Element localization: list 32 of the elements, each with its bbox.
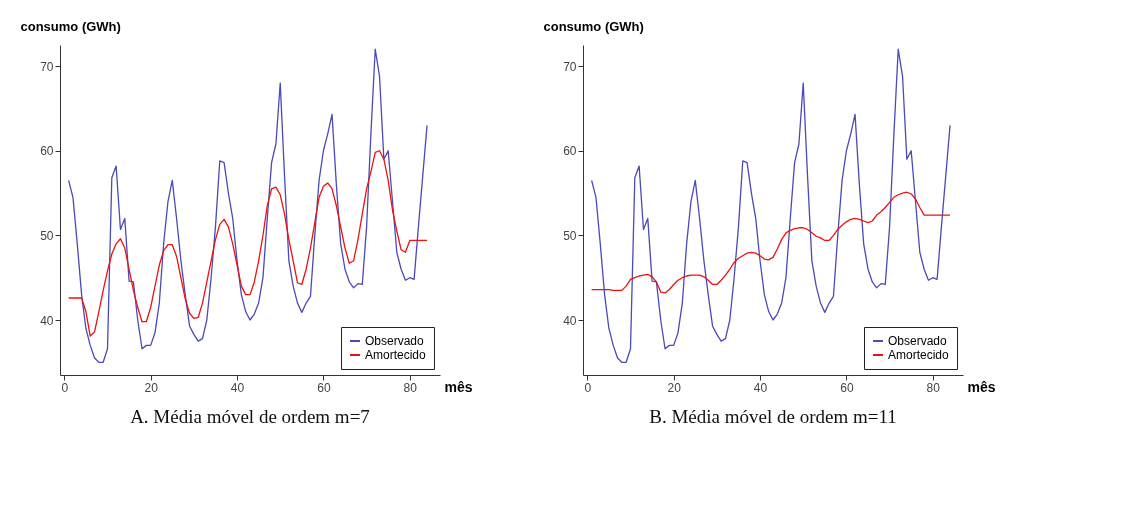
y-tick-label: 60 <box>563 144 577 159</box>
x-tick-label: 20 <box>667 380 682 395</box>
x-tick-label: 40 <box>230 380 245 395</box>
line-series <box>67 150 428 337</box>
text: A. Média móvel de ordem m=7 <box>130 406 370 427</box>
y-tick-label: 70 <box>563 59 577 74</box>
y-tick-label: 70 <box>40 59 54 74</box>
line-series <box>590 191 951 294</box>
legend-label: Amortecido <box>888 348 950 362</box>
x-tick-label: 60 <box>840 380 854 395</box>
x-tick-label: 60 <box>317 380 331 395</box>
line-series <box>590 48 951 363</box>
legend-label: Amortecido <box>365 348 427 362</box>
x-axis-title: mês <box>967 378 996 395</box>
y-tick-label: 60 <box>40 144 54 159</box>
y-axis-title: consumo (GWh) <box>543 18 644 34</box>
legend-label: Observado <box>365 334 425 348</box>
x-axis-title: mês <box>444 378 473 395</box>
x-tick-label: 20 <box>144 380 159 395</box>
x-tick-label: 80 <box>403 380 418 395</box>
y-tick-label: 50 <box>563 228 577 243</box>
legend-label: Observado <box>888 334 948 348</box>
x-tick-label: 40 <box>753 380 768 395</box>
line-series <box>67 48 428 363</box>
x-tick-label: 80 <box>926 380 941 395</box>
x-tick-label: 0 <box>584 380 592 395</box>
text: B. Média móvel de ordem m=11 <box>649 406 897 427</box>
y-tick-label: 40 <box>563 313 577 328</box>
y-axis-title: consumo (GWh) <box>20 18 121 34</box>
y-tick-label: 50 <box>40 228 54 243</box>
y-tick-label: 40 <box>40 313 54 328</box>
x-tick-label: 0 <box>61 380 69 395</box>
